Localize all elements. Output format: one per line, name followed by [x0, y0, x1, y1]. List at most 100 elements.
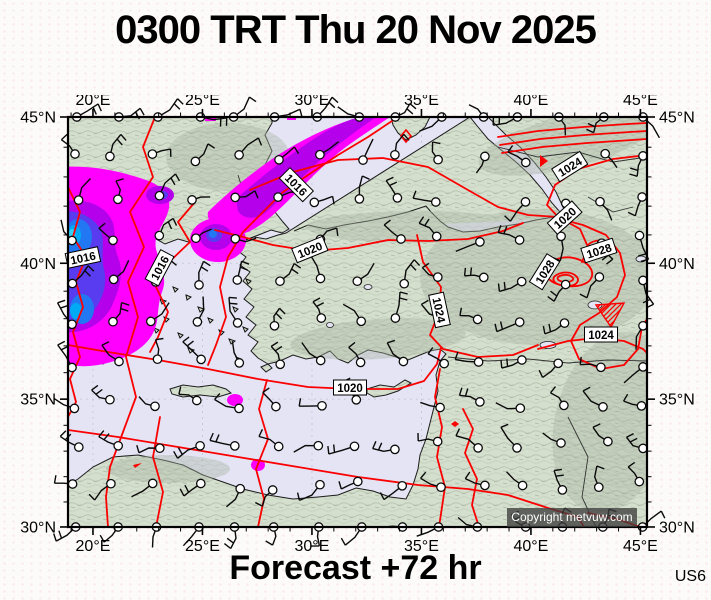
wind-barb: [298, 398, 327, 411]
wind-barb: [73, 178, 92, 205]
wind-barb: [458, 387, 485, 407]
wind-barb: [105, 133, 127, 162]
wind-barb: [455, 428, 483, 453]
lat-tick-label: 35°N: [20, 392, 56, 409]
map-frame: [66, 115, 649, 529]
wind-barb: [475, 151, 490, 174]
wind-barb: [57, 340, 77, 373]
wind-barb: [327, 441, 360, 455]
wind-barb: [386, 339, 409, 367]
isobar-label: 1020: [333, 379, 367, 396]
lat-tick-label: 45°N: [659, 110, 695, 127]
wind-barb: [455, 237, 485, 253]
isobar-label: 1016: [278, 166, 315, 203]
wind-barb: [192, 296, 205, 327]
lon-tick-label: 30°E: [295, 538, 330, 555]
wind-barb: [53, 397, 80, 414]
wind-barb: [372, 441, 400, 455]
isobar-label-layer: 1016 101610161020102010241024102010281028…: [64, 150, 618, 396]
wind-barb: [495, 402, 526, 414]
wind-barb: [214, 393, 244, 414]
wind-barb: [138, 396, 160, 412]
wind-barb: [315, 141, 340, 160]
wind-barb: [173, 440, 205, 459]
wind-barb: [504, 197, 531, 222]
wind-barb: [182, 336, 206, 365]
wind-barb: [420, 401, 445, 413]
wind-barb: [258, 429, 284, 452]
wind-barb: [412, 190, 441, 207]
wind-barb: [379, 480, 408, 501]
isobar-1016-left-edge: [68, 186, 87, 418]
weather-markers: [133, 128, 626, 468]
wind-barb: [383, 219, 406, 244]
wind-barb: [209, 432, 240, 451]
wind-barb: [230, 190, 259, 203]
wind-barb: [494, 317, 525, 333]
wind-barb: [301, 342, 326, 366]
wind-barb: [228, 296, 243, 328]
wind-barb: [108, 301, 130, 327]
wind-barb: [270, 341, 286, 370]
wind-barb: [579, 356, 606, 373]
lat-tick-label: 30°N: [20, 519, 56, 536]
isobar-levant2: [462, 408, 480, 527]
wind-barb: [152, 337, 164, 365]
isobar-bundle-ne2: [499, 130, 647, 146]
wind-barb: [274, 146, 300, 165]
wind-barb: [147, 148, 172, 159]
wind-barb: [98, 222, 118, 246]
wind-barb: [179, 478, 206, 497]
wind-barb: [500, 423, 522, 453]
small-arrow-marker: [133, 463, 142, 468]
wind-barb: [56, 299, 77, 330]
wind-barb: [88, 478, 116, 501]
wind-barb: [635, 320, 648, 350]
wind-barb: [627, 461, 645, 487]
forecast-map: 1016 1016 1016 1020 1020 1024 1024 1020 1028 1028…: [0, 95, 711, 570]
lat-tick-label: 40°N: [20, 256, 56, 273]
map-canvas: 1016 101610161020102010241024102010281028…: [20, 95, 695, 555]
lat-tick-label: 30°N: [659, 519, 695, 536]
wind-barb: [312, 297, 327, 323]
svg-text:1020: 1020: [337, 383, 363, 395]
wind-barb: [232, 260, 250, 285]
axis-labels: 20°E 20°E 25°E 25°E 30°E 30°E 35°E 35°E 40°E 40°E…: [20, 95, 695, 555]
wind-barb: [191, 228, 212, 244]
lon-tick-label: 30°E: [295, 95, 330, 109]
island-rhodes: [260, 363, 273, 373]
wind-barb: [60, 133, 80, 159]
wind-barb: [595, 196, 613, 221]
svg-text:1024: 1024: [429, 296, 446, 324]
wind-barb: [108, 260, 130, 285]
isobar-1028-inner2: [556, 273, 575, 283]
wind-barb: [101, 341, 124, 367]
wind-barb: [178, 386, 202, 406]
wind-barb: [421, 262, 443, 282]
isobar-1020-med: [68, 344, 442, 390]
wind-barb: [549, 386, 569, 411]
wind-barb: [399, 259, 421, 289]
wind-barb: [593, 465, 605, 493]
isobar-1016-west: [105, 117, 156, 527]
axis-ticks: [60, 109, 655, 535]
wind-barb: [625, 432, 648, 454]
lon-tick-label: 40°E: [513, 538, 548, 555]
small-diamond-marker: [451, 421, 459, 427]
model-code: US6: [674, 568, 706, 585]
wind-barb: [145, 302, 170, 327]
isobar-label: 1016: [64, 246, 102, 269]
wind-barb: [296, 479, 325, 502]
wind-barb: [342, 303, 367, 327]
wind-barb: [464, 471, 490, 491]
svg-text:1024: 1024: [588, 330, 614, 342]
wind-barb: [507, 145, 531, 168]
wind-barb: [194, 260, 211, 290]
isobar-label: 1024: [428, 291, 451, 329]
wind-barb: [542, 318, 570, 335]
flag-marker: [540, 155, 548, 167]
wind-barb: [309, 254, 326, 284]
wind-barb: [420, 471, 446, 493]
wind-barb: [538, 358, 564, 378]
